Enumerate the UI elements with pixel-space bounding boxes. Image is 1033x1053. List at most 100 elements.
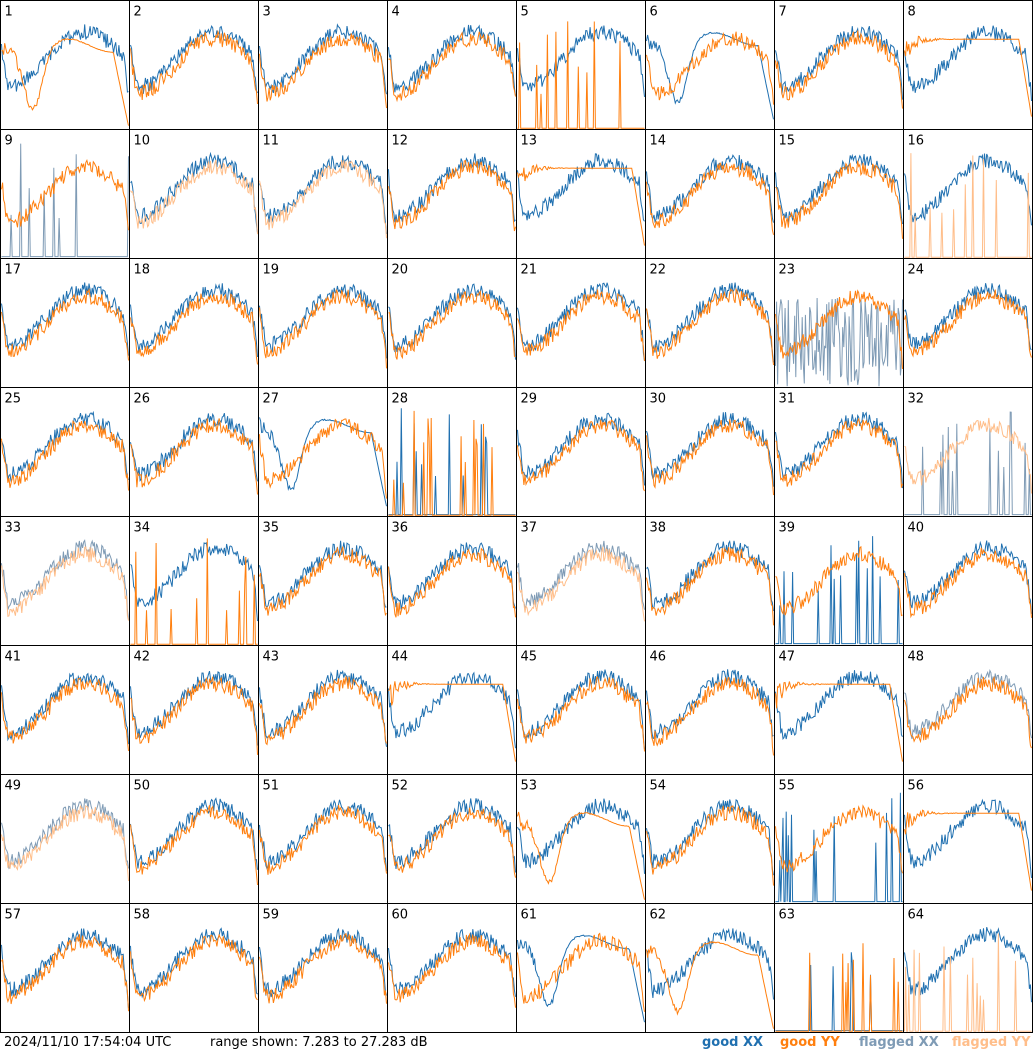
panel-frame (0, 387, 130, 517)
series-yy-panel-16 (904, 153, 1032, 258)
panel-label: 5 (521, 5, 529, 20)
series-yy-panel-6 (646, 31, 774, 105)
panel-label: 30 (650, 392, 667, 407)
series-xx-panel-2 (130, 25, 258, 94)
panel-frame (645, 903, 775, 1033)
panel-label: 2 (134, 5, 142, 20)
panel-frame (129, 903, 259, 1033)
panel-frame (645, 129, 775, 259)
series-xx-panel-63 (775, 952, 903, 1032)
panel-frame (0, 903, 130, 1033)
panel-label: 7 (779, 5, 787, 20)
series-xx-panel-32 (904, 411, 1032, 516)
series-yy-panel-47 (775, 681, 903, 762)
series-xx-panel-60 (388, 928, 516, 997)
series-yy-panel-13 (517, 163, 645, 246)
panel-label: 13 (521, 134, 538, 149)
series-xx-panel-3 (259, 23, 387, 95)
series-yy-panel-19 (259, 289, 387, 369)
series-yy-panel-37 (517, 546, 645, 622)
series-yy-panel-60 (388, 932, 516, 1008)
panel-frame (258, 258, 388, 388)
series-xx-panel-52 (388, 798, 516, 873)
panel-label: 48 (908, 650, 925, 665)
series-yy-panel-22 (646, 287, 774, 366)
panel-label: 38 (650, 521, 667, 536)
panel-label: 20 (392, 263, 409, 278)
panel-frame (258, 0, 388, 130)
series-yy-panel-15 (775, 160, 903, 239)
series-xx-panel-38 (646, 540, 774, 612)
panel-frame (903, 645, 1033, 775)
panel-frame (774, 0, 904, 130)
panel-label: 33 (5, 521, 22, 536)
panel-label: 63 (779, 908, 796, 923)
panel-frame (645, 645, 775, 775)
series-xx-panel-50 (130, 797, 258, 870)
series-xx-panel-28 (388, 408, 516, 516)
panel-label: 41 (5, 650, 22, 665)
panel-frame (258, 129, 388, 259)
series-xx-panel-11 (259, 154, 387, 235)
series-yy-panel-14 (646, 162, 774, 235)
panel-frame (774, 387, 904, 517)
panel-label: 10 (134, 134, 151, 149)
panel-label: 43 (263, 650, 280, 665)
panel-frame (516, 645, 646, 775)
series-xx-panel-13 (517, 153, 645, 222)
series-xx-panel-41 (1, 672, 129, 745)
series-xx-panel-56 (904, 798, 1032, 878)
panel-label: 39 (779, 521, 796, 536)
series-xx-panel-10 (130, 151, 258, 233)
series-xx-panel-6 (646, 31, 774, 120)
panel-label: 56 (908, 779, 925, 794)
series-yy-panel-59 (259, 932, 387, 1004)
series-yy-panel-34 (130, 538, 258, 645)
panel-frame (903, 516, 1033, 646)
series-yy-panel-9 (1, 158, 129, 231)
panel-label: 4 (392, 5, 400, 20)
series-yy-panel-55 (775, 804, 903, 874)
series-yy-panel-1 (1, 38, 129, 126)
series-xx-panel-31 (775, 411, 903, 489)
series-yy-panel-27 (259, 418, 387, 499)
panel-frame (387, 387, 517, 517)
series-yy-panel-33 (1, 546, 129, 621)
series-yy-panel-7 (775, 30, 903, 109)
series-xx-panel-18 (130, 283, 258, 358)
series-xx-panel-59 (259, 927, 387, 998)
panel-label: 21 (521, 263, 538, 278)
series-yy-panel-8 (904, 35, 1032, 117)
series-xx-panel-55 (775, 792, 903, 903)
panel-frame (0, 774, 130, 904)
series-xx-panel-46 (646, 669, 774, 740)
panel-frame (129, 387, 259, 517)
series-yy-panel-2 (130, 29, 258, 105)
series-yy-panel-54 (646, 805, 774, 886)
series-xx-panel-48 (904, 668, 1032, 740)
series-xx-panel-26 (130, 412, 258, 482)
panel-frame (129, 774, 259, 904)
panel-frame (774, 903, 904, 1033)
panel-label: 58 (134, 908, 151, 923)
panel-label: 29 (521, 392, 538, 407)
series-xx-panel-8 (904, 25, 1032, 102)
series-xx-panel-53 (517, 798, 645, 874)
series-xx-panel-64 (904, 927, 1032, 1003)
panel-frame (129, 129, 259, 259)
panel-label: 15 (779, 134, 796, 149)
series-yy-panel-26 (130, 418, 258, 495)
series-xx-panel-20 (388, 283, 516, 360)
panel-label: 51 (263, 779, 280, 794)
panel-label: 26 (134, 392, 151, 407)
panel-frame (387, 516, 517, 646)
panel-frame (516, 516, 646, 646)
series-yy-panel-4 (388, 31, 516, 103)
panel-frame (258, 645, 388, 775)
series-xx-panel-5 (517, 25, 645, 97)
panel-frame (903, 129, 1033, 259)
series-yy-panel-29 (517, 419, 645, 492)
panel-label: 9 (5, 134, 13, 149)
footer: 2024/11/10 17:54:04 UTC range shown: 7.2… (0, 1033, 1033, 1053)
panel-label: 16 (908, 134, 925, 149)
